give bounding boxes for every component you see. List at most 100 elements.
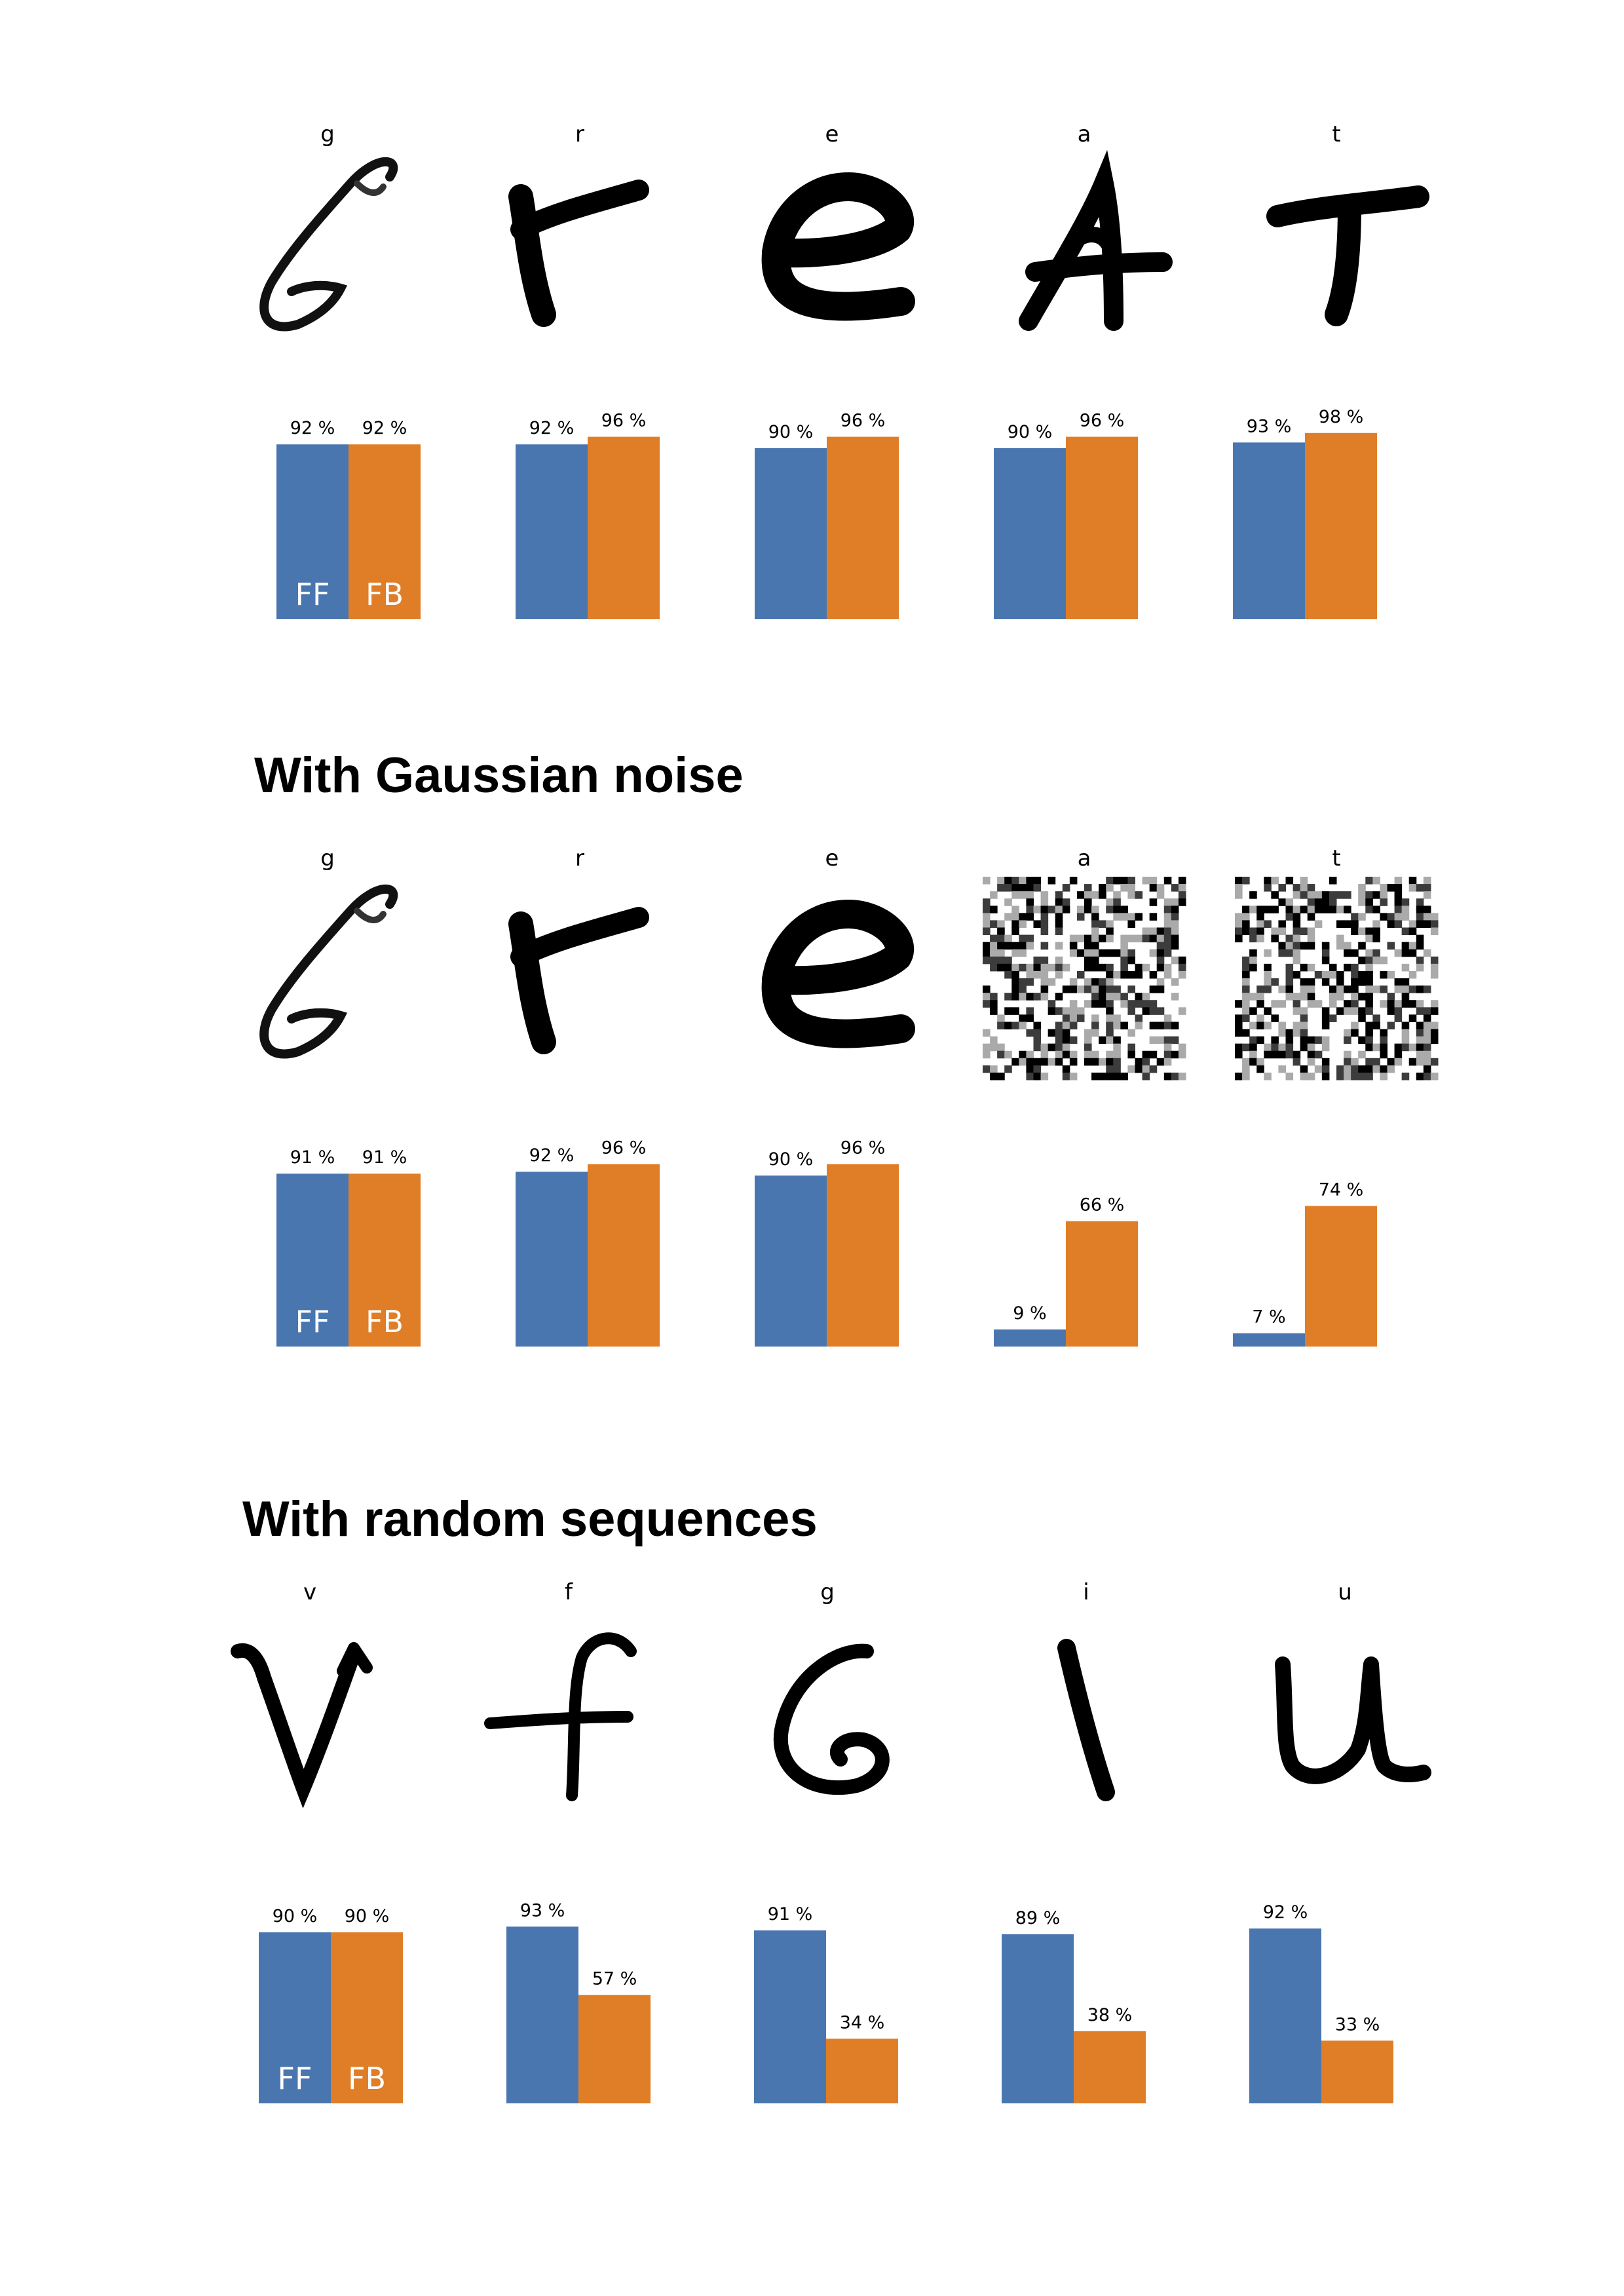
noise-pixel [1278, 1029, 1286, 1037]
noise-pixel [1307, 1043, 1315, 1052]
noise-pixel [1235, 877, 1243, 885]
noise-pixel [1099, 963, 1106, 972]
noise-pixel [1142, 934, 1150, 943]
noise-pixel [1300, 927, 1308, 936]
noise-pixel [1069, 1058, 1078, 1066]
noise-pixel [1242, 906, 1250, 913]
noise-pixel [1120, 1072, 1128, 1081]
noise-pixel [1069, 934, 1078, 943]
noise-pixel [1423, 1072, 1431, 1081]
noise-pixel [1171, 1050, 1179, 1059]
noise-pixel [1351, 1007, 1359, 1015]
bar-chart-a: 90 % 96 % [994, 411, 1138, 619]
noise-pixel [1314, 1000, 1323, 1008]
noise-pixel [1171, 898, 1179, 906]
noise-pixel [1091, 1072, 1099, 1081]
noise-pixel [1076, 934, 1085, 943]
noise-pixel [1055, 1007, 1063, 1015]
noise-pixel [1256, 985, 1264, 993]
noise-pixel [1307, 963, 1315, 972]
noise-pixel [1120, 970, 1128, 979]
noise-pixel [1344, 1050, 1351, 1059]
noise-pixel [1019, 934, 1027, 943]
value-label: 92 % [529, 1145, 575, 1166]
noise-pixel [1264, 1007, 1272, 1015]
noise-pixel [1004, 942, 1012, 950]
noise-pixel [1026, 1007, 1034, 1015]
noise-pixel [1293, 891, 1301, 899]
noise-pixel [1293, 884, 1301, 892]
noise-pixel [1055, 927, 1063, 936]
noise-pixel [1430, 920, 1439, 928]
noise-pixel [1156, 927, 1165, 936]
value-label: 91 % [362, 1147, 407, 1168]
noise-pixel [1004, 913, 1012, 921]
noise-pixel [1171, 1072, 1179, 1081]
noise-pixel [1293, 906, 1301, 913]
noise-pixel [1062, 1072, 1070, 1081]
noise-pixel [1062, 985, 1070, 993]
bar-chart-g: 91 % 34 % [754, 1904, 898, 2103]
noise-pixel [1163, 1014, 1172, 1022]
noise-pixel [1106, 985, 1114, 993]
noise-pixel [1344, 920, 1351, 928]
noise-pixel [1171, 934, 1179, 943]
noise-pixel [1293, 1007, 1301, 1015]
noise-pixel [1314, 1065, 1323, 1073]
noise-pixel [1076, 913, 1085, 921]
noise-pixel [1278, 927, 1286, 936]
noise-pixel [1171, 942, 1179, 950]
noise-pixel [1026, 978, 1034, 986]
noise-pixel [1135, 934, 1143, 943]
noise-pixel [1285, 877, 1294, 885]
noise-pixel [1380, 898, 1388, 906]
noise-pixel [1163, 1058, 1172, 1066]
noise-pixel [997, 920, 1005, 928]
noise-pixel [1358, 927, 1366, 936]
letter-label: t [1332, 845, 1341, 871]
noise-pixel [1156, 891, 1165, 899]
noise-pixel [1365, 1065, 1373, 1073]
value-label: 38 % [1087, 2005, 1133, 2025]
noise-pixel [1372, 920, 1380, 928]
noise-pixel [1106, 877, 1114, 885]
noise-pixel [1365, 877, 1373, 885]
noise-pixel [1344, 985, 1351, 993]
letter-label: v [303, 1579, 317, 1605]
noise-pixel [1142, 993, 1150, 1001]
noise-pixel [1307, 942, 1315, 950]
noise-pixel [1293, 1058, 1301, 1066]
noise-pixel [1264, 884, 1272, 892]
noise-pixel [1293, 1050, 1301, 1059]
noise-pixel [983, 913, 991, 921]
noise-pixel [1135, 891, 1143, 899]
noise-pixel [1416, 1043, 1424, 1052]
noise-pixel [1271, 1000, 1279, 1008]
letter-label: f [565, 1579, 573, 1605]
noise-pixel [1271, 891, 1279, 899]
noise-pixel [1062, 1043, 1070, 1052]
noise-pixel [1423, 906, 1431, 913]
noise-pixel [1351, 1022, 1359, 1029]
noise-pixel [1416, 1058, 1424, 1066]
bar-chart-g: 92 % FF 92 % FB [276, 418, 421, 619]
noise-pixel [1062, 1050, 1070, 1059]
noise-pixel [1336, 942, 1344, 950]
noise-pixel [1171, 1022, 1179, 1029]
noise-pixel [1055, 993, 1063, 1001]
noise-pixel [997, 1014, 1005, 1022]
noise-pixel [1171, 956, 1179, 965]
noise-pixel [1120, 942, 1128, 950]
noise-pixel [1249, 1007, 1257, 1015]
noise-pixel [1019, 920, 1027, 928]
noise-pixel [1358, 891, 1366, 899]
noise-pixel [1142, 927, 1150, 936]
noise-pixel [1249, 906, 1257, 913]
value-label: 90 % [768, 422, 814, 442]
noise-pixel [1011, 970, 1019, 979]
noise-pixel [1178, 891, 1186, 899]
noise-pixel [1171, 993, 1179, 1001]
noise-pixel [1069, 877, 1078, 885]
noise-pixel [1372, 891, 1380, 899]
noise-pixel [1344, 963, 1351, 972]
